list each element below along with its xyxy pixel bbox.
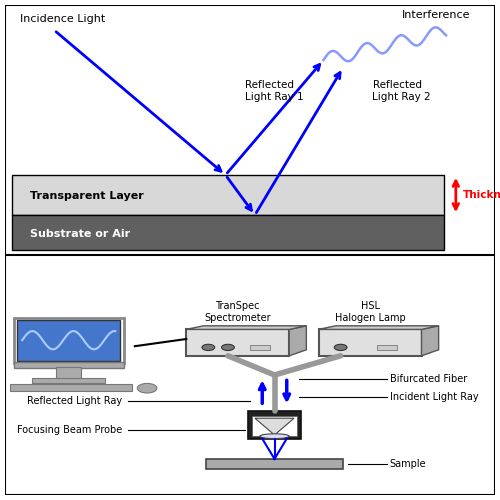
Text: Incident Light Ray: Incident Light Ray	[390, 392, 478, 402]
Text: Sample: Sample	[390, 460, 426, 469]
Bar	[10, 384, 132, 390]
Polygon shape	[255, 418, 294, 435]
Bar	[318, 330, 422, 356]
Bar	[56, 366, 81, 378]
Circle shape	[222, 344, 234, 350]
Ellipse shape	[260, 434, 289, 438]
Text: Reflected
Light Ray 2: Reflected Light Ray 2	[372, 80, 431, 102]
Text: Bifurcated Fiber: Bifurcated Fiber	[390, 374, 467, 384]
Circle shape	[202, 344, 214, 350]
Bar	[14, 318, 124, 362]
Text: Reflected Light Ray: Reflected Light Ray	[28, 396, 122, 406]
Circle shape	[334, 344, 347, 350]
Bar	[252, 416, 296, 436]
Text: Substrate or Air: Substrate or Air	[30, 229, 130, 239]
Text: Focusing Beam Probe: Focusing Beam Probe	[18, 425, 122, 435]
Bar	[14, 362, 124, 368]
Bar	[248, 411, 302, 438]
Bar	[12, 175, 444, 215]
Text: Interference: Interference	[402, 10, 470, 20]
Text: Transparent Layer: Transparent Layer	[30, 191, 144, 201]
Bar	[378, 344, 397, 350]
Bar	[17, 320, 120, 360]
Bar	[206, 460, 343, 468]
Text: Thickness: Thickness	[463, 190, 500, 200]
Polygon shape	[186, 326, 306, 330]
Bar	[32, 378, 106, 384]
Polygon shape	[422, 326, 438, 356]
Text: TranSpec
Spectrometer: TranSpec Spectrometer	[204, 302, 271, 323]
Bar	[250, 344, 270, 350]
Polygon shape	[318, 326, 438, 330]
Text: Reflected
Light Ray 1: Reflected Light Ray 1	[245, 80, 304, 102]
Polygon shape	[289, 326, 306, 356]
Text: Incidence Light: Incidence Light	[20, 14, 105, 24]
Circle shape	[138, 384, 157, 393]
Bar	[12, 215, 444, 250]
Bar	[186, 330, 289, 356]
Text: HSL
Halogen Lamp: HSL Halogen Lamp	[334, 302, 406, 323]
